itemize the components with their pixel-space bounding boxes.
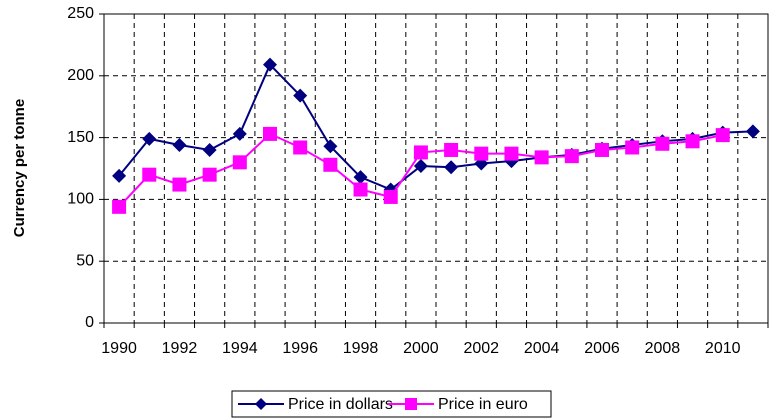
marker [655, 136, 670, 151]
marker [564, 149, 579, 164]
x-tick-label: 2006 [584, 340, 620, 357]
x-tick-label: 2002 [463, 340, 499, 357]
y-axis-label: Currency per tonne [11, 99, 28, 237]
x-tick-label: 1992 [162, 340, 198, 357]
marker [534, 150, 549, 165]
marker [353, 182, 368, 197]
x-tick-label: 1998 [343, 340, 379, 357]
legend-marker [255, 398, 267, 410]
marker [715, 128, 730, 143]
x-tick-label: 1996 [282, 340, 318, 357]
x-tick-label: 2004 [524, 340, 560, 357]
x-tick-label: 1994 [222, 340, 258, 357]
y-tick-label: 200 [67, 67, 94, 84]
series-line [118, 62, 753, 191]
marker [444, 142, 459, 157]
marker [625, 140, 640, 155]
y-tick-label: 50 [76, 252, 94, 269]
marker [474, 146, 489, 161]
marker [353, 170, 368, 185]
legend-label: Price in euro [438, 396, 528, 413]
y-tick-label: 250 [67, 5, 94, 22]
marker [504, 146, 519, 161]
x-tick-label: 1990 [101, 340, 137, 357]
marker [232, 155, 247, 170]
x-tick-label: 2008 [645, 340, 681, 357]
marker [685, 134, 700, 149]
marker [263, 126, 277, 141]
marker [142, 167, 157, 182]
marker [293, 88, 308, 103]
marker [444, 160, 459, 175]
legend-marker [405, 398, 417, 410]
marker [323, 139, 338, 154]
y-tick-label: 0 [85, 314, 94, 331]
marker [383, 189, 398, 204]
marker [202, 167, 217, 182]
marker [172, 138, 187, 153]
marker [745, 124, 760, 139]
x-tick-label: 2010 [705, 340, 741, 357]
marker [172, 177, 187, 192]
marker [202, 142, 217, 157]
marker [293, 140, 308, 155]
y-tick-label: 100 [67, 191, 94, 208]
marker [413, 159, 428, 174]
marker [323, 157, 338, 172]
marker [142, 131, 157, 146]
marker [112, 168, 127, 183]
y-tick-label: 150 [67, 129, 94, 146]
x-tick-label: 2000 [403, 340, 439, 357]
marker [595, 142, 609, 157]
legend-box [231, 390, 552, 418]
marker [112, 199, 127, 214]
marker [263, 57, 277, 72]
marker [232, 126, 247, 141]
legend-label: Price in dollars [288, 396, 393, 413]
marker [413, 145, 428, 160]
